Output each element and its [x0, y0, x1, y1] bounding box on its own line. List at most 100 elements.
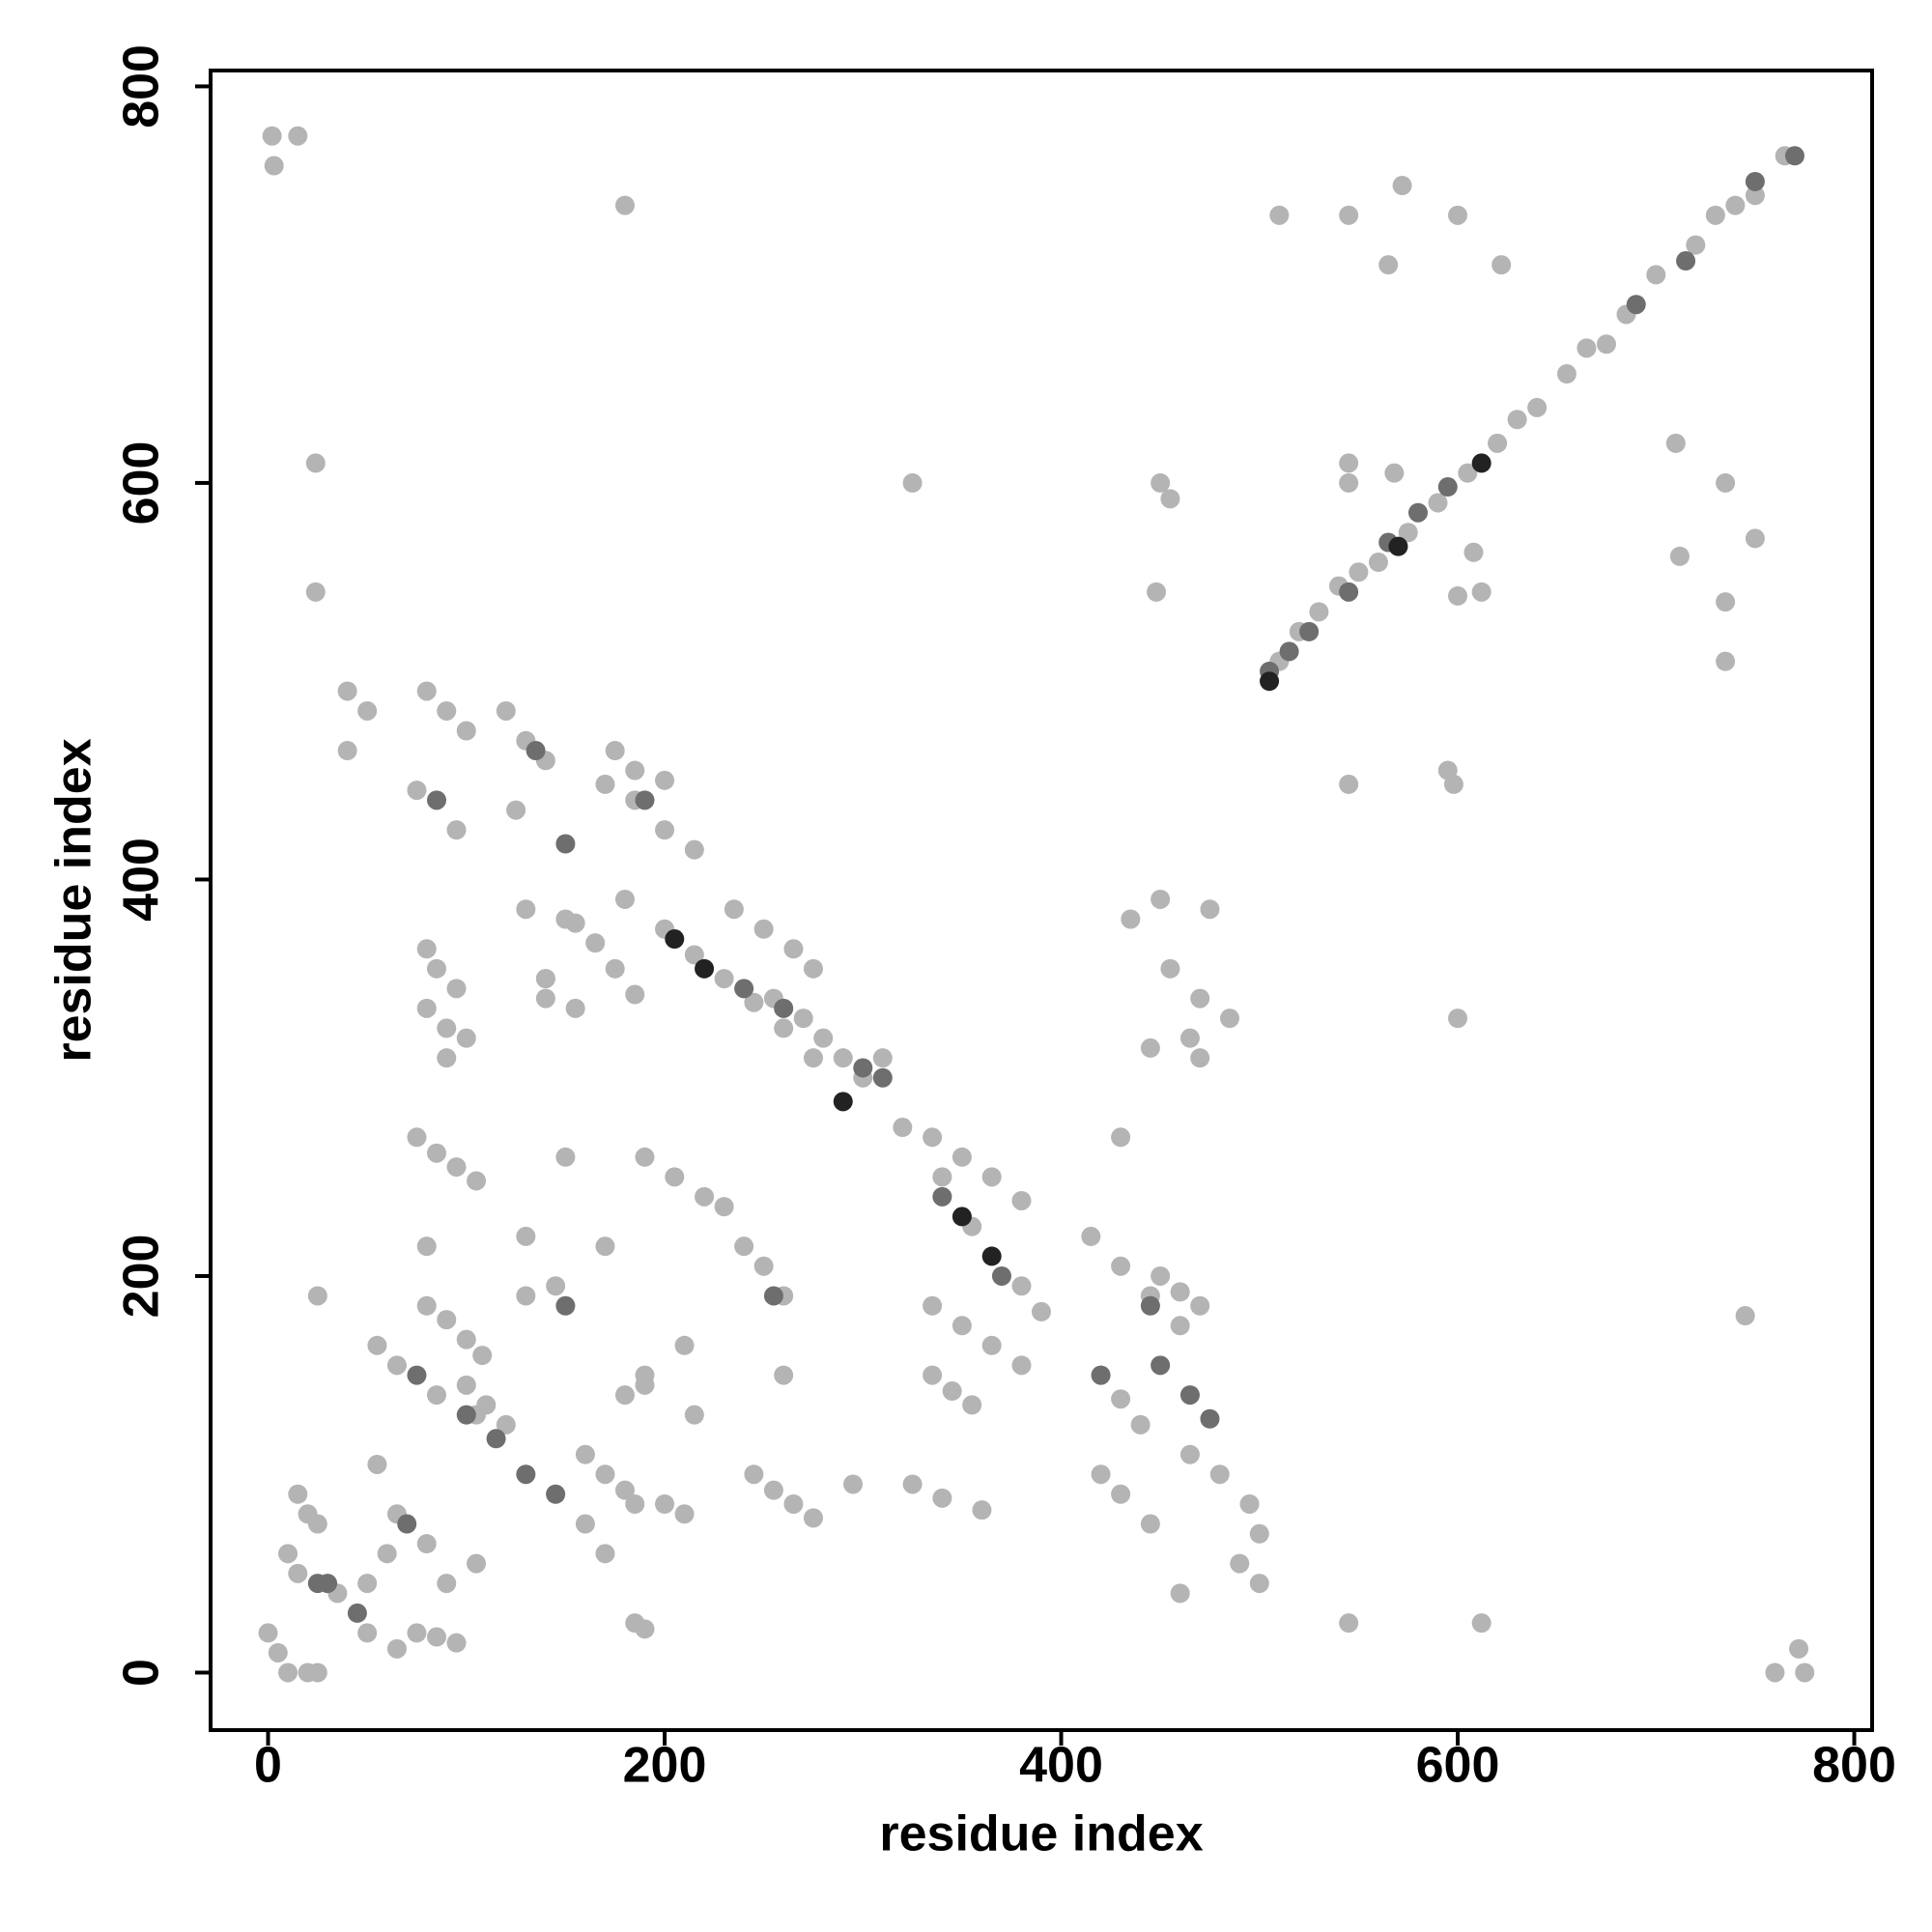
- contact-point: [1151, 472, 1171, 493]
- contact-point: [377, 1544, 397, 1564]
- contact-point: [357, 700, 378, 721]
- contact-point: [595, 1464, 615, 1485]
- contact-point: [1471, 582, 1492, 602]
- contact-point: [565, 998, 585, 1018]
- contact-point: [1716, 472, 1736, 493]
- contact-point: [397, 1514, 417, 1534]
- contact-point: [516, 1464, 536, 1485]
- contact-point: [952, 1207, 972, 1227]
- y-tick-label: 400: [114, 838, 170, 922]
- contact-point: [981, 1246, 1002, 1266]
- x-tick-label: 400: [1019, 1738, 1103, 1794]
- contact-point: [684, 1405, 704, 1425]
- contact-point: [1160, 958, 1180, 979]
- contact-point: [1309, 602, 1329, 622]
- contact-point: [625, 1494, 645, 1515]
- x-axis-label: residue index: [879, 1806, 1203, 1862]
- contact-point: [486, 1429, 506, 1449]
- contact-point: [367, 1335, 387, 1355]
- y-tick-label: 200: [114, 1235, 170, 1319]
- contact-point: [1339, 453, 1359, 473]
- contact-point: [1716, 592, 1736, 612]
- contact-point: [932, 1167, 952, 1187]
- contact-point: [1111, 1389, 1131, 1409]
- contact-point: [991, 1265, 1011, 1286]
- contact-point: [744, 1464, 764, 1485]
- contact-point: [605, 741, 625, 761]
- contact-point: [1448, 1009, 1468, 1029]
- contact-point: [695, 958, 715, 979]
- contact-point: [981, 1167, 1002, 1187]
- contact-point: [665, 929, 685, 950]
- contact-point: [416, 998, 437, 1018]
- contact-point: [625, 984, 645, 1005]
- contact-point: [853, 1058, 873, 1078]
- contact-point: [724, 899, 744, 920]
- contact-point: [1111, 1256, 1131, 1276]
- x-tick-label: 600: [1416, 1738, 1500, 1794]
- contact-point: [674, 1504, 695, 1524]
- contact-point: [803, 1048, 823, 1068]
- contact-point: [833, 1092, 853, 1112]
- contact-point: [774, 1365, 794, 1385]
- contact-point: [1032, 1301, 1051, 1321]
- contact-point: [585, 933, 606, 953]
- contact-point: [1392, 176, 1412, 196]
- contact-point: [783, 1494, 804, 1515]
- contact-point: [1626, 295, 1646, 315]
- contact-point: [753, 1256, 774, 1276]
- contact-point: [437, 1048, 457, 1068]
- contact-point: [1190, 988, 1210, 1009]
- contact-point: [595, 774, 615, 794]
- contact-point: [1299, 621, 1320, 641]
- contact-point: [1339, 1613, 1359, 1634]
- contact-point: [1556, 364, 1577, 384]
- contact-point: [1471, 453, 1492, 473]
- contact-point: [1239, 1494, 1260, 1515]
- contact-point: [1378, 255, 1399, 275]
- contact-point: [426, 1385, 446, 1406]
- contact-point: [763, 1480, 783, 1500]
- contact-point: [674, 1335, 695, 1355]
- x-tick-label: 200: [623, 1738, 707, 1794]
- x-tick-label: 0: [254, 1738, 282, 1794]
- contact-point: [793, 1009, 813, 1029]
- contact-point: [446, 1157, 467, 1178]
- contact-point: [407, 1365, 427, 1385]
- contact-point: [535, 969, 555, 989]
- contact-point: [614, 195, 635, 215]
- contact-point: [506, 800, 526, 820]
- contact-point: [1437, 477, 1458, 497]
- contact-point: [902, 1474, 923, 1494]
- contact-point: [803, 958, 823, 979]
- contact-point: [268, 1642, 288, 1662]
- contact-point: [456, 1405, 476, 1425]
- contact-point: [357, 1574, 378, 1594]
- contact-point: [386, 1638, 407, 1659]
- contact-point: [337, 681, 357, 701]
- contact-point: [347, 1603, 367, 1623]
- contact-point: [262, 126, 282, 146]
- contact-point: [1091, 1365, 1111, 1385]
- contact-point: [1527, 397, 1548, 417]
- y-tick-label: 0: [114, 1659, 170, 1687]
- contact-point: [635, 1619, 655, 1639]
- contact-point: [1091, 1464, 1111, 1485]
- contact-point: [1646, 265, 1666, 285]
- contact-point: [1190, 1295, 1210, 1316]
- contact-point: [932, 1186, 952, 1207]
- contact-point: [803, 1508, 823, 1528]
- contact-point: [1596, 334, 1616, 355]
- contact-point: [595, 1544, 615, 1564]
- contact-point: [1488, 433, 1508, 453]
- contact-point: [1669, 546, 1690, 566]
- contact-point: [734, 1236, 754, 1257]
- contact-point: [1339, 205, 1359, 225]
- contact-point: [1428, 493, 1448, 513]
- contact-point: [1492, 255, 1512, 275]
- contact-point: [307, 1574, 327, 1594]
- contact-point: [1140, 1037, 1160, 1058]
- contact-point: [337, 741, 357, 761]
- contact-point: [456, 721, 476, 741]
